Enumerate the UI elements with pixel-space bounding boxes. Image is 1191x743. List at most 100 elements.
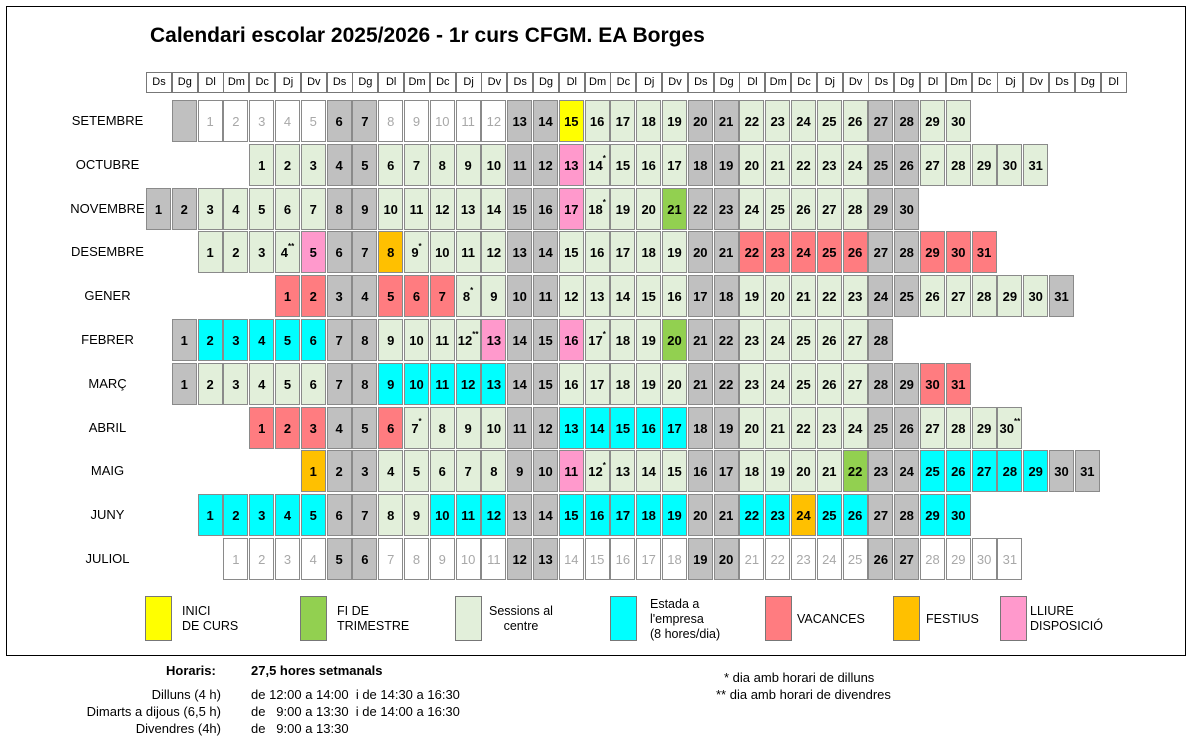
day-cell: 12 bbox=[558, 275, 584, 318]
day-cell: 7* bbox=[404, 406, 429, 449]
day-number: 24 bbox=[770, 376, 785, 392]
day-cell: 26 bbox=[791, 187, 816, 230]
day-cell: 4 bbox=[249, 319, 275, 361]
day-number: 27 bbox=[873, 114, 889, 129]
day-cell: 25 bbox=[868, 143, 894, 186]
legend-label: FESTIUS bbox=[926, 612, 979, 627]
day-number: 17 bbox=[588, 333, 603, 348]
day-number: 1 bbox=[258, 157, 266, 173]
weekday-header: Dg bbox=[894, 72, 921, 93]
day-cell: 30 bbox=[945, 494, 971, 537]
day-number: 6 bbox=[438, 464, 446, 480]
day-cell: 1 bbox=[249, 406, 275, 449]
day-number: 11 bbox=[409, 201, 424, 217]
day-cell: 5 bbox=[300, 100, 326, 142]
day-cell: 12 bbox=[429, 187, 455, 230]
day-cell: 7 bbox=[404, 143, 429, 186]
day-cell: 20 bbox=[687, 494, 713, 537]
day-number: 7 bbox=[335, 333, 343, 348]
day-number: 23 bbox=[873, 464, 889, 480]
day-cell: 30 bbox=[920, 362, 945, 405]
day-number: 20 bbox=[693, 114, 708, 129]
schedule-total: 27,5 hores setmanals bbox=[251, 663, 383, 678]
day-cell: 19 bbox=[739, 275, 765, 318]
day-cell: 14 bbox=[636, 450, 662, 493]
day-cell: 14 bbox=[507, 319, 533, 361]
month-label: JUNY bbox=[90, 507, 125, 523]
day-number: 18 bbox=[693, 157, 708, 173]
day-cell: 17 bbox=[713, 450, 739, 493]
note-double-asterisk: ** dia amb horari de divendres bbox=[716, 687, 891, 702]
day-number: 3 bbox=[206, 201, 214, 217]
day-cell: 18 bbox=[687, 143, 713, 186]
day-number: 11 bbox=[564, 464, 579, 480]
weekday-header: Dm bbox=[404, 72, 430, 93]
day-number: 24 bbox=[847, 157, 863, 173]
weekday-header: Dm bbox=[584, 72, 611, 93]
day-number: 7 bbox=[411, 420, 419, 436]
day-cell: 18 bbox=[636, 231, 662, 274]
day-cell: 12 bbox=[533, 406, 558, 449]
day-cell: 20 bbox=[713, 538, 739, 580]
day-number: 5 bbox=[361, 157, 369, 173]
day-cell: 17 bbox=[610, 100, 636, 142]
day-number: 20 bbox=[641, 201, 656, 217]
day-cell: 2 bbox=[326, 450, 352, 493]
day-cell: 24 bbox=[791, 494, 816, 537]
day-cell: 12 bbox=[507, 538, 533, 580]
day-cell: 31 bbox=[1023, 143, 1049, 186]
legend-label: INICI DE CURS bbox=[182, 604, 238, 634]
legend-label: Sessions al centre bbox=[489, 604, 553, 634]
day-number: 29 bbox=[976, 420, 992, 436]
day-cell: 22 bbox=[765, 538, 791, 580]
day-number: 3 bbox=[258, 114, 266, 129]
day-number: 18 bbox=[615, 376, 631, 392]
day-number: 28 bbox=[951, 157, 966, 173]
day-number: 19 bbox=[718, 157, 734, 173]
legend-swatch bbox=[145, 596, 172, 641]
day-number: 29 bbox=[899, 376, 914, 392]
day-number: 4 bbox=[387, 464, 395, 480]
day-number: 3 bbox=[232, 333, 240, 348]
day-cell: 14 bbox=[481, 187, 507, 230]
day-number: 30 bbox=[999, 420, 1014, 436]
day-number: 9 bbox=[412, 508, 421, 524]
day-number: 17 bbox=[615, 508, 631, 524]
day-cell: 12** bbox=[455, 319, 481, 361]
day-cell: 10 bbox=[429, 100, 455, 142]
day-cell: 8 bbox=[352, 319, 378, 361]
day-cell: 10 bbox=[404, 362, 429, 405]
weekday-header: Dv bbox=[481, 72, 508, 93]
day-number: 19 bbox=[667, 508, 682, 524]
day-cell: 21 bbox=[713, 231, 739, 274]
day-number: 13 bbox=[564, 420, 579, 436]
day-cell: 27 bbox=[868, 100, 894, 142]
day-number: 19 bbox=[770, 464, 785, 480]
day-number: 27 bbox=[925, 157, 940, 173]
day-cell: 20 bbox=[687, 231, 713, 274]
day-cell: 4 bbox=[300, 538, 326, 580]
day-cell: 29 bbox=[997, 275, 1023, 318]
day-number: 12 bbox=[435, 201, 450, 217]
day-number: 9 bbox=[464, 157, 472, 173]
day-cell: 27 bbox=[868, 494, 894, 537]
day-cell: 30 bbox=[894, 187, 920, 230]
day-number: 19 bbox=[667, 114, 682, 129]
day-cell: 5 bbox=[378, 275, 404, 318]
day-number: 4 bbox=[232, 201, 240, 217]
day-number: 21 bbox=[770, 420, 785, 436]
legend-line: VACANCES bbox=[797, 611, 865, 626]
day-cell: 18 bbox=[636, 494, 662, 537]
day-number: 30 bbox=[1002, 157, 1018, 173]
day-number: 22 bbox=[770, 552, 785, 567]
day-cell: 11 bbox=[533, 275, 558, 318]
day-cell: 17 bbox=[636, 538, 662, 580]
day-number: 2 bbox=[309, 289, 317, 305]
day-cell: 6 bbox=[378, 406, 404, 449]
month-label: SETEMBRE bbox=[71, 113, 144, 128]
day-number: 9 bbox=[387, 333, 395, 348]
day-cell: 22 bbox=[842, 450, 868, 493]
day-cell: 6 bbox=[378, 143, 404, 186]
day-cell: 3 bbox=[249, 100, 275, 142]
day-number: 17 bbox=[641, 552, 656, 567]
